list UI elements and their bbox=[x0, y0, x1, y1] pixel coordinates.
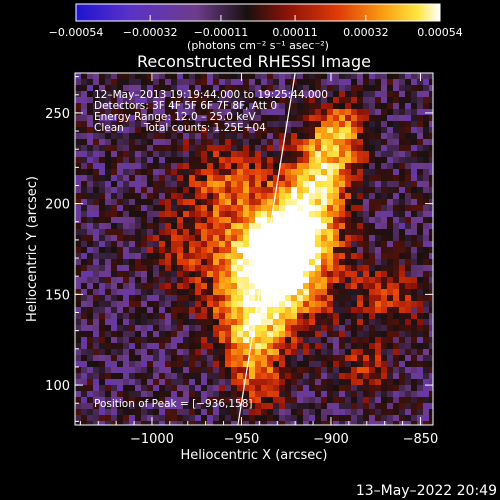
x-axis-label: Heliocentric X (arcsec) bbox=[181, 448, 328, 463]
annotation-peak-position: Position of Peak = [−936,158] bbox=[94, 398, 253, 410]
y-tick-label: 100 bbox=[45, 379, 70, 394]
annotation-time-range: 12–May–2013 19:19:44.000 to 19:25:44.000 bbox=[94, 89, 328, 101]
annotation-energy-range: Energy Range: 12.0 – 25.0 keV bbox=[94, 111, 256, 123]
colorbar-ticks: −0.00054 −0.00032 −0.00011 0.00011 0.00032 0.… bbox=[49, 15, 463, 39]
x-tick-label: −1000 bbox=[130, 432, 174, 447]
annotation-clean-counts: Clean Total counts: 1.25E+04 bbox=[94, 122, 266, 134]
colorbar-gradient bbox=[75, 3, 441, 22]
colorbar-tick-label: −0.00054 bbox=[49, 26, 104, 39]
x-tick-label: −950 bbox=[224, 432, 260, 447]
y-tick-label: 200 bbox=[45, 198, 70, 213]
x-tick-label: −900 bbox=[313, 432, 349, 447]
heatmap-image bbox=[75, 73, 433, 425]
colorbar-tick-label: 0.00011 bbox=[272, 26, 318, 39]
colorbar-tick-label: −0.00032 bbox=[123, 26, 178, 39]
plot-frame bbox=[74, 72, 434, 426]
colorbar-tick-label: −0.00011 bbox=[194, 26, 249, 39]
y-axis: 100 150 200 250 bbox=[45, 76, 433, 422]
y-axis-label: Heliocentric Y (arcsec) bbox=[25, 176, 40, 322]
annotation-detectors: Detectors: 3F 4F 5F 6F 7F 8F, Att 0 bbox=[94, 100, 277, 112]
footer-timestamp: 13–May–2022 20:49 bbox=[356, 483, 497, 499]
solar-limb-line bbox=[237, 73, 296, 425]
y-tick-label: 250 bbox=[45, 107, 70, 122]
x-axis: −1000 −950 −900 −850 bbox=[79, 73, 439, 447]
colorbar-tick-label: 0.00032 bbox=[343, 26, 389, 39]
colorbar: −0.00054 −0.00032 −0.00011 0.00011 0.00032 0.… bbox=[49, 3, 463, 52]
colorbar-units-label: (photons cm⁻² s⁻¹ asec⁻²) bbox=[187, 39, 329, 52]
colorbar-tick-label: 0.00054 bbox=[417, 26, 463, 39]
x-tick-label: −850 bbox=[403, 432, 439, 447]
info-annotations: 12–May–2013 19:19:44.000 to 19:25:44.000… bbox=[94, 89, 328, 410]
y-tick-label: 150 bbox=[45, 288, 70, 303]
chart-title: Reconstructed RHESSI Image bbox=[137, 52, 371, 71]
